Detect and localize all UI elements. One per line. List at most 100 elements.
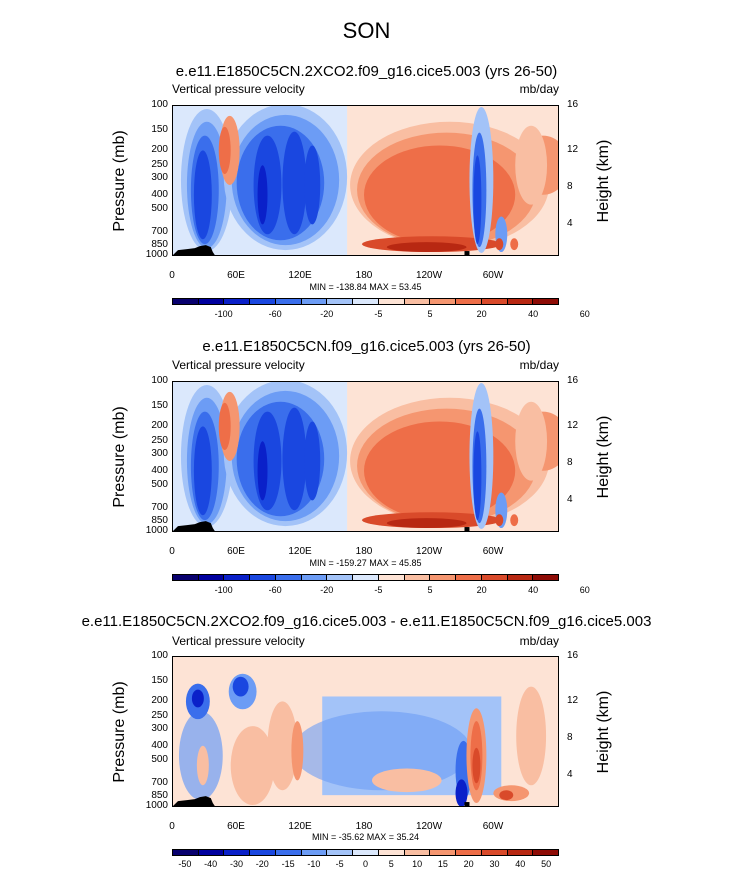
colorbar-swatch bbox=[198, 850, 225, 855]
colorbar-swatch bbox=[430, 575, 457, 580]
right-axis-label: Height (km) bbox=[595, 690, 612, 773]
heatmap-plot bbox=[172, 105, 559, 256]
colorbar-swatch bbox=[378, 850, 405, 855]
y-tick-label: 700 bbox=[151, 777, 168, 788]
x-tick-label: 120E bbox=[288, 821, 312, 832]
colorbar-label: -100 bbox=[214, 309, 233, 319]
colorbar-label: 15 bbox=[437, 859, 448, 869]
right-axis-label: Height (km) bbox=[595, 415, 612, 498]
left-string: Vertical pressure velocity bbox=[172, 634, 305, 648]
right-tick-label: 8 bbox=[567, 732, 573, 743]
colorbar-swatch bbox=[224, 850, 251, 855]
colorbar-label: -100 bbox=[214, 585, 233, 595]
colorbar-swatch bbox=[507, 850, 534, 855]
y-tick-label: 1000 bbox=[145, 525, 168, 536]
right-tick-label: 4 bbox=[567, 769, 573, 780]
y-tick-label: 1000 bbox=[145, 800, 168, 811]
y-axis-label: Pressure (mb) bbox=[111, 129, 128, 232]
y-tick-label: 200 bbox=[151, 420, 168, 431]
colorbar-swatch bbox=[275, 575, 302, 580]
x-tick-label: 180 bbox=[355, 270, 373, 281]
colorbar-swatch bbox=[481, 850, 508, 855]
colorbar-swatch bbox=[456, 299, 482, 304]
colorbar-label: -5 bbox=[374, 309, 383, 319]
colorbar-label: 40 bbox=[515, 859, 526, 869]
y-tick-label: 500 bbox=[151, 754, 168, 765]
colorbar-label: -60 bbox=[268, 309, 282, 319]
colorbar-swatch bbox=[456, 575, 482, 580]
colorbar-label: -5 bbox=[335, 859, 344, 869]
colorbar-swatch bbox=[533, 575, 559, 580]
colorbar-label: -10 bbox=[307, 859, 321, 869]
x-tick-label: 60W bbox=[482, 270, 504, 281]
y-tick-label: 100 bbox=[151, 650, 168, 661]
y-tick-label: 1000 bbox=[145, 249, 168, 260]
heatmap-plot bbox=[172, 381, 559, 532]
right-tick-label: 12 bbox=[567, 420, 579, 431]
y-axis-label: Pressure (mb) bbox=[111, 405, 128, 508]
colorbar-label: 50 bbox=[541, 859, 552, 869]
colorbar-swatch bbox=[481, 575, 508, 580]
panel-title: e.e11.E1850C5CN.2XCO2.f09_g16.cice5.003 … bbox=[175, 63, 558, 80]
colorbar-swatch bbox=[481, 299, 508, 304]
colorbar-swatch bbox=[353, 575, 379, 580]
colorbar-label: 20 bbox=[476, 309, 487, 319]
right-tick-label: 8 bbox=[567, 457, 573, 468]
x-tick-label: 60E bbox=[227, 270, 245, 281]
x-tick-label: 60W bbox=[482, 546, 504, 557]
x-tick-label: 60E bbox=[227, 546, 245, 557]
colorbar-label: 0 bbox=[362, 859, 369, 869]
colorbar-swatch bbox=[250, 850, 276, 855]
colorbar-label: 40 bbox=[528, 585, 539, 595]
x-tick-label: 180 bbox=[355, 821, 373, 832]
colorbar-swatch bbox=[353, 299, 379, 304]
colorbar-swatch bbox=[327, 575, 354, 580]
colorbar-label: -60 bbox=[268, 585, 282, 595]
x-tick-label: 120W bbox=[415, 546, 443, 557]
colorbar-label: 5 bbox=[427, 309, 433, 319]
y-tick-label: 300 bbox=[151, 723, 168, 734]
colorbar-label: 20 bbox=[476, 585, 487, 595]
colorbar-swatch bbox=[404, 850, 431, 855]
colorbar-swatch bbox=[378, 299, 405, 304]
colorbar-label: 5 bbox=[388, 859, 394, 869]
right-tick-label: 16 bbox=[567, 650, 579, 661]
colorbar-swatch bbox=[173, 299, 199, 304]
colorbar-label: 30 bbox=[489, 859, 500, 869]
x-tick-label: 0 bbox=[169, 270, 175, 281]
panel-title: e.e11.E1850C5CN.2XCO2.f09_g16.cice5.003 … bbox=[81, 613, 652, 630]
colorbar-swatch bbox=[224, 575, 251, 580]
right-tick-label: 12 bbox=[567, 144, 579, 155]
min-max-label: MIN = -159.27 MAX = 45.85 bbox=[309, 558, 422, 568]
colorbar-label: 20 bbox=[463, 859, 474, 869]
units-string: mb/day bbox=[519, 358, 559, 372]
panel-title: e.e11.E1850C5CN.f09_g16.cice5.003 (yrs 2… bbox=[202, 338, 531, 355]
colorbar-label: 5 bbox=[427, 585, 433, 595]
y-tick-label: 850 bbox=[151, 239, 168, 250]
right-tick-label: 16 bbox=[567, 99, 579, 110]
colorbar bbox=[172, 849, 559, 856]
y-tick-label: 850 bbox=[151, 790, 168, 801]
colorbar-swatch bbox=[198, 299, 225, 304]
y-tick-label: 100 bbox=[151, 99, 168, 110]
y-tick-label: 250 bbox=[151, 435, 168, 446]
y-axis-label: Pressure (mb) bbox=[111, 680, 128, 783]
y-tick-label: 700 bbox=[151, 502, 168, 513]
x-tick-label: 120E bbox=[288, 546, 312, 557]
figure-title: SON bbox=[342, 18, 391, 43]
colorbar-label: -5 bbox=[374, 585, 383, 595]
y-tick-label: 150 bbox=[151, 400, 168, 411]
x-tick-label: 60E bbox=[227, 821, 245, 832]
y-tick-label: 850 bbox=[151, 515, 168, 526]
colorbar-swatch bbox=[430, 299, 457, 304]
colorbar-label: 60 bbox=[579, 309, 590, 319]
colorbar-swatch bbox=[430, 850, 457, 855]
y-tick-label: 500 bbox=[151, 203, 168, 214]
y-tick-label: 400 bbox=[151, 189, 168, 200]
colorbar bbox=[172, 574, 559, 581]
y-tick-label: 700 bbox=[151, 226, 168, 237]
right-axis-label: Height (km) bbox=[595, 139, 612, 222]
right-tick-label: 12 bbox=[567, 695, 579, 706]
x-tick-label: 120W bbox=[415, 270, 443, 281]
y-tick-label: 100 bbox=[151, 375, 168, 386]
